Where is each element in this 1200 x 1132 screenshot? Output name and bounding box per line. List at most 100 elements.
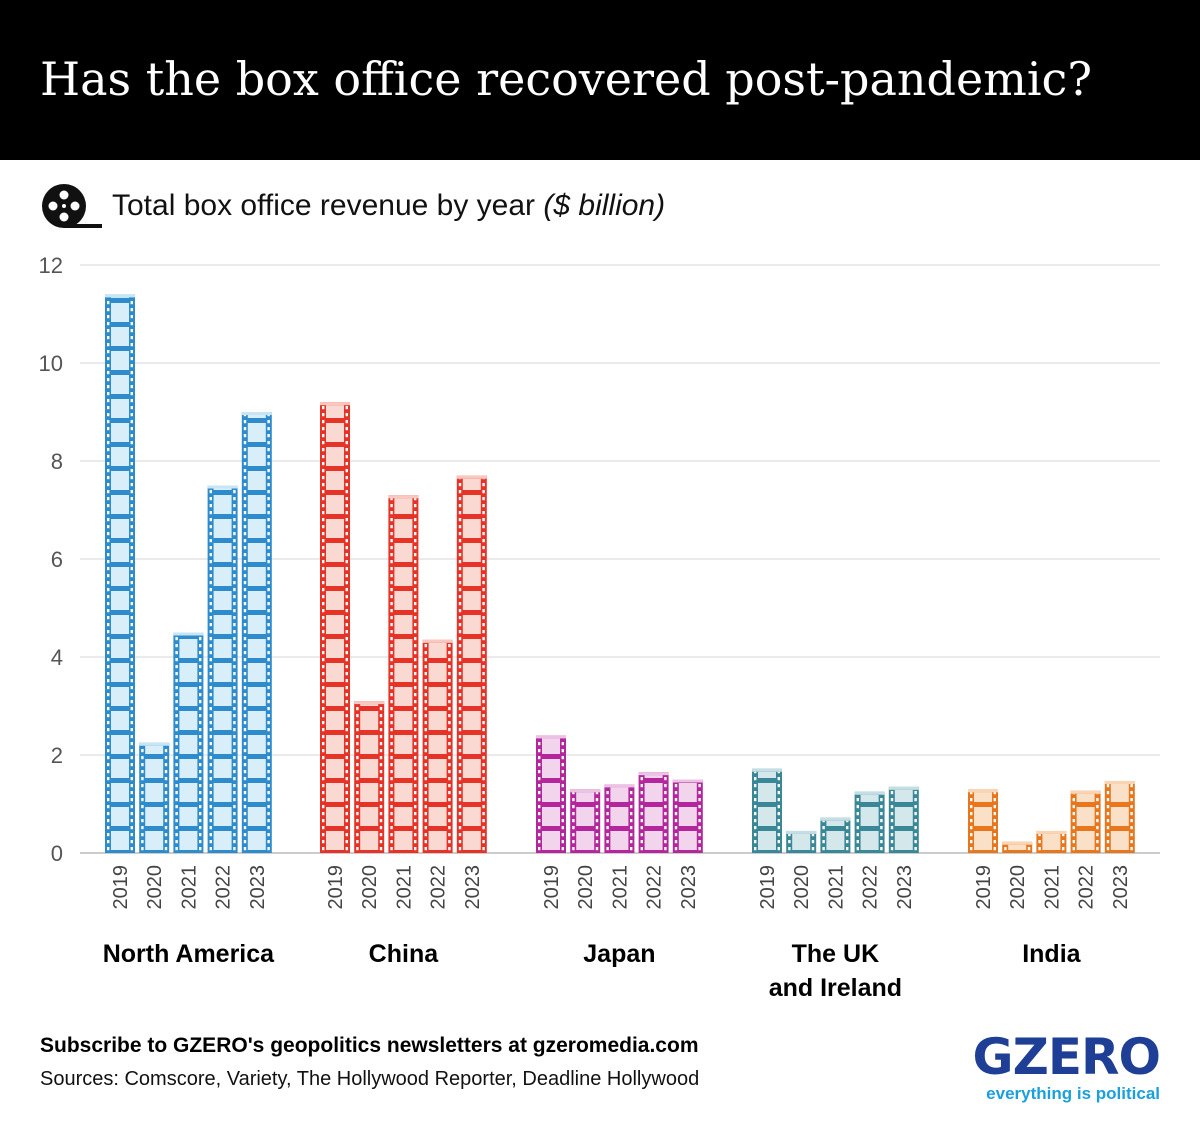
y-tick-label: 2	[51, 743, 63, 768]
chart-subtitle: Total box office revenue by year ($ bill…	[40, 182, 665, 230]
bar-group: 2019 2020 2021 2022 2023 North America	[103, 294, 275, 968]
x-tick-label: 2023	[247, 865, 269, 910]
bar	[536, 735, 566, 853]
group-label: Japan	[583, 940, 655, 968]
x-tick-label: 2021	[609, 865, 631, 910]
bar	[752, 768, 782, 853]
film-frames	[111, 297, 129, 850]
bar	[173, 632, 204, 853]
film-frames	[326, 405, 344, 850]
sprocket-holes	[243, 415, 270, 851]
sprocket-holes	[754, 771, 780, 851]
x-tick-label: 2022	[644, 865, 666, 910]
sprocket-holes	[788, 833, 815, 851]
bar	[672, 779, 703, 853]
bar	[422, 639, 453, 853]
sprocket-holes	[1106, 784, 1133, 851]
page-title: Has the box office recovered post-pandem…	[40, 52, 1092, 106]
bar	[105, 294, 135, 853]
bar	[456, 475, 487, 853]
sprocket-holes	[141, 749, 168, 851]
bar	[968, 789, 998, 853]
film-frames	[213, 488, 232, 850]
x-tick-label: 2020	[359, 865, 381, 910]
x-tick-label: 2021	[178, 865, 200, 910]
sprocket-holes	[822, 820, 849, 851]
bar-group: 2019 2020 2021 2022 2023 India	[968, 780, 1135, 968]
sprocket-holes	[606, 791, 633, 851]
x-tick-label: 2022	[213, 865, 235, 910]
bar	[139, 742, 170, 853]
bar-group: 2019 2020 2021 2022 2023 The UK and Ireland	[752, 768, 919, 1002]
footer: Subscribe to GZERO's geopolitics newslet…	[40, 1034, 699, 1091]
film-frames	[179, 639, 198, 850]
sprocket-holes	[856, 798, 883, 851]
bar	[854, 791, 885, 853]
bar	[1002, 841, 1033, 853]
y-tick-label: 6	[51, 547, 63, 572]
sprocket-holes	[458, 478, 485, 851]
film-frames	[394, 498, 413, 850]
bar	[604, 784, 635, 853]
sprocket-holes	[356, 707, 383, 851]
sprocket-holes	[107, 301, 133, 851]
x-tick-label: 2019	[325, 865, 347, 910]
x-tick-label: 2022	[1076, 865, 1098, 910]
x-tick-label: 2020	[1007, 865, 1029, 910]
bar	[1036, 830, 1067, 853]
sprocket-holes	[890, 791, 917, 851]
film-frames	[610, 787, 629, 850]
bar	[638, 772, 669, 853]
y-tick-label: 0	[51, 841, 63, 866]
y-tick-label: 4	[51, 645, 63, 670]
x-tick-label: 2021	[393, 865, 415, 910]
film-frames	[428, 642, 447, 850]
x-tick-label: 2023	[894, 865, 916, 910]
x-tick-label: 2022	[860, 865, 882, 910]
bar	[570, 789, 601, 853]
film-frames	[1042, 833, 1061, 850]
bar	[888, 786, 919, 853]
bar-chart: 0 2 4 6 8 10 12 2019 2020 2021 2022 2023 North Ameri…	[39, 253, 1160, 1002]
subtitle-unit: ($ billion)	[543, 189, 666, 222]
film-frames	[1110, 783, 1129, 850]
film-frames	[247, 415, 266, 850]
film-frames	[1076, 793, 1095, 850]
bar	[1070, 790, 1101, 853]
x-tick-label: 2021	[1041, 865, 1063, 910]
film-frames	[860, 794, 879, 850]
x-tick-label: 2021	[825, 865, 847, 910]
film-frames	[360, 704, 379, 850]
bar-group: 2019 2020 2021 2022 2023 Japan	[536, 735, 703, 968]
bar	[320, 402, 350, 853]
header-bar: Has the box office recovered post-pandem…	[0, 0, 1200, 160]
brand-tagline: everything is political	[986, 1084, 1160, 1103]
newsletter-cta: Subscribe to GZERO's geopolitics newslet…	[40, 1034, 699, 1057]
film-frames	[894, 789, 913, 850]
x-tick-label: 2020	[144, 865, 166, 910]
x-tick-label: 2020	[791, 865, 813, 910]
sprocket-holes	[1072, 793, 1099, 851]
film-frames	[678, 783, 697, 850]
sprocket-holes	[572, 792, 599, 851]
sprocket-holes	[209, 490, 236, 851]
group-label: North America	[103, 940, 275, 968]
film-frames	[542, 738, 560, 850]
x-tick-label: 2023	[678, 865, 700, 910]
bar	[1104, 780, 1135, 853]
film-reel-icon	[42, 184, 102, 228]
subtitle-text: Total box office revenue by year	[112, 189, 544, 222]
sprocket-holes	[424, 644, 451, 851]
group-label: China	[369, 940, 440, 968]
y-tick-label: 12	[39, 253, 63, 278]
film-frames	[792, 833, 811, 850]
film-frames	[644, 775, 663, 850]
sprocket-holes	[322, 406, 348, 851]
sprocket-holes	[970, 792, 996, 851]
film-frames	[758, 771, 776, 850]
group-label: The UK	[792, 940, 880, 968]
film-frames	[826, 820, 845, 850]
bar-group: 2019 2020 2021 2022 2023 China	[320, 402, 487, 968]
sprocket-holes	[390, 498, 417, 851]
sprocket-holes	[1038, 833, 1065, 851]
